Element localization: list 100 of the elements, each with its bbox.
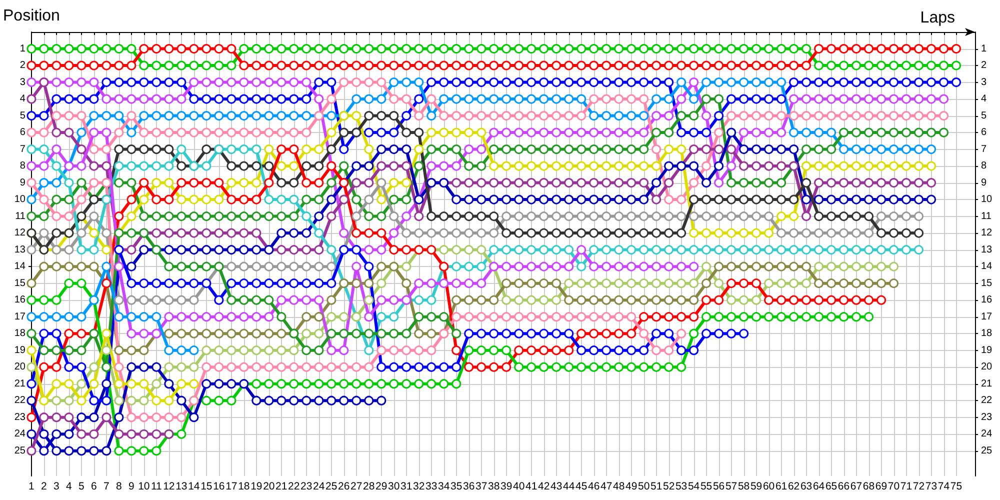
point <box>202 362 212 372</box>
point <box>114 412 124 422</box>
point <box>476 278 486 288</box>
point <box>689 262 699 272</box>
y-tick-label: 25 <box>14 445 26 456</box>
y2-tick-label: 22 <box>981 395 993 406</box>
point <box>226 295 236 305</box>
point <box>102 412 112 422</box>
point <box>626 346 636 356</box>
point <box>126 412 136 422</box>
point <box>326 328 336 338</box>
point <box>102 128 112 138</box>
point <box>102 396 112 406</box>
y2-tick-label: 13 <box>981 244 993 256</box>
x-tick-label: 39 <box>500 480 512 492</box>
point <box>414 312 424 322</box>
point <box>676 346 686 356</box>
point <box>139 328 149 338</box>
point <box>102 262 112 272</box>
point <box>176 312 186 322</box>
x-tick-label: 22 <box>288 480 300 492</box>
x-tick-label: 20 <box>263 480 275 492</box>
point <box>26 446 36 456</box>
x-tick-label: 25 <box>326 480 338 492</box>
x-tick-label: 68 <box>862 480 875 492</box>
y-tick-label: 15 <box>14 278 26 289</box>
y-axis-title: Position <box>3 8 60 24</box>
point <box>326 346 336 356</box>
point <box>314 295 324 305</box>
point <box>302 396 312 406</box>
point <box>26 312 36 322</box>
x-tick-label: 72 <box>912 480 925 492</box>
point <box>602 312 612 322</box>
y2-tick-label: 4 <box>981 94 987 105</box>
point <box>52 379 62 389</box>
point <box>64 379 74 389</box>
x-tick-label: 13 <box>176 480 188 492</box>
point <box>476 328 486 338</box>
point <box>339 346 349 356</box>
point <box>439 362 449 372</box>
point <box>114 429 124 439</box>
x-tick-label: 15 <box>200 480 212 492</box>
x-tick-label: 33 <box>426 480 438 492</box>
x-tick-label: 30 <box>388 480 400 492</box>
point <box>226 312 236 322</box>
point <box>252 278 262 288</box>
point <box>164 312 174 322</box>
x-tick-label: 10 <box>138 480 150 492</box>
y-tick-label: 21 <box>14 378 26 390</box>
y-tick-label: 22 <box>14 395 26 406</box>
x-tick-label: 66 <box>838 480 850 492</box>
point <box>352 328 362 338</box>
point <box>352 396 362 406</box>
y2-tick-label: 2 <box>981 60 987 72</box>
point <box>289 295 299 305</box>
point <box>152 278 162 288</box>
x-tick-label: 34 <box>438 480 450 492</box>
point <box>164 262 174 272</box>
point <box>164 346 174 356</box>
point <box>76 161 86 171</box>
x-tick-label: 24 <box>313 480 325 492</box>
point <box>252 312 262 322</box>
x-tick-label: 53 <box>675 480 688 492</box>
point <box>252 362 262 372</box>
point <box>152 362 162 372</box>
point <box>726 328 736 338</box>
x-tick-label: 41 <box>526 480 538 492</box>
x-tick-label: 55 <box>700 480 712 492</box>
y-tick-label: 8 <box>20 160 26 172</box>
point <box>64 412 74 422</box>
point <box>89 379 99 389</box>
point <box>214 362 224 372</box>
point <box>39 328 49 338</box>
point <box>76 346 86 356</box>
x-tick-label: 42 <box>538 480 550 492</box>
point <box>326 396 336 406</box>
x-tick-label: 32 <box>413 480 425 492</box>
x-tick-label: 67 <box>850 480 862 492</box>
point <box>276 278 286 288</box>
y2-tick-label: 24 <box>981 428 993 440</box>
point <box>252 396 262 406</box>
point <box>139 278 149 288</box>
point <box>164 412 174 422</box>
point <box>402 346 412 356</box>
point <box>176 412 186 422</box>
point <box>514 312 524 322</box>
point <box>502 328 512 338</box>
point <box>526 312 536 322</box>
point <box>52 412 62 422</box>
y2-tick-label: 3 <box>981 76 987 88</box>
point <box>514 328 524 338</box>
x-tick-label: 52 <box>662 480 675 492</box>
point <box>526 262 536 272</box>
y-tick-label: 10 <box>14 194 26 206</box>
point <box>52 446 62 456</box>
y-tick-label: 4 <box>20 94 26 105</box>
x-axis-title: Laps <box>920 10 955 26</box>
point <box>376 328 386 338</box>
point <box>539 312 549 322</box>
point <box>152 429 162 439</box>
